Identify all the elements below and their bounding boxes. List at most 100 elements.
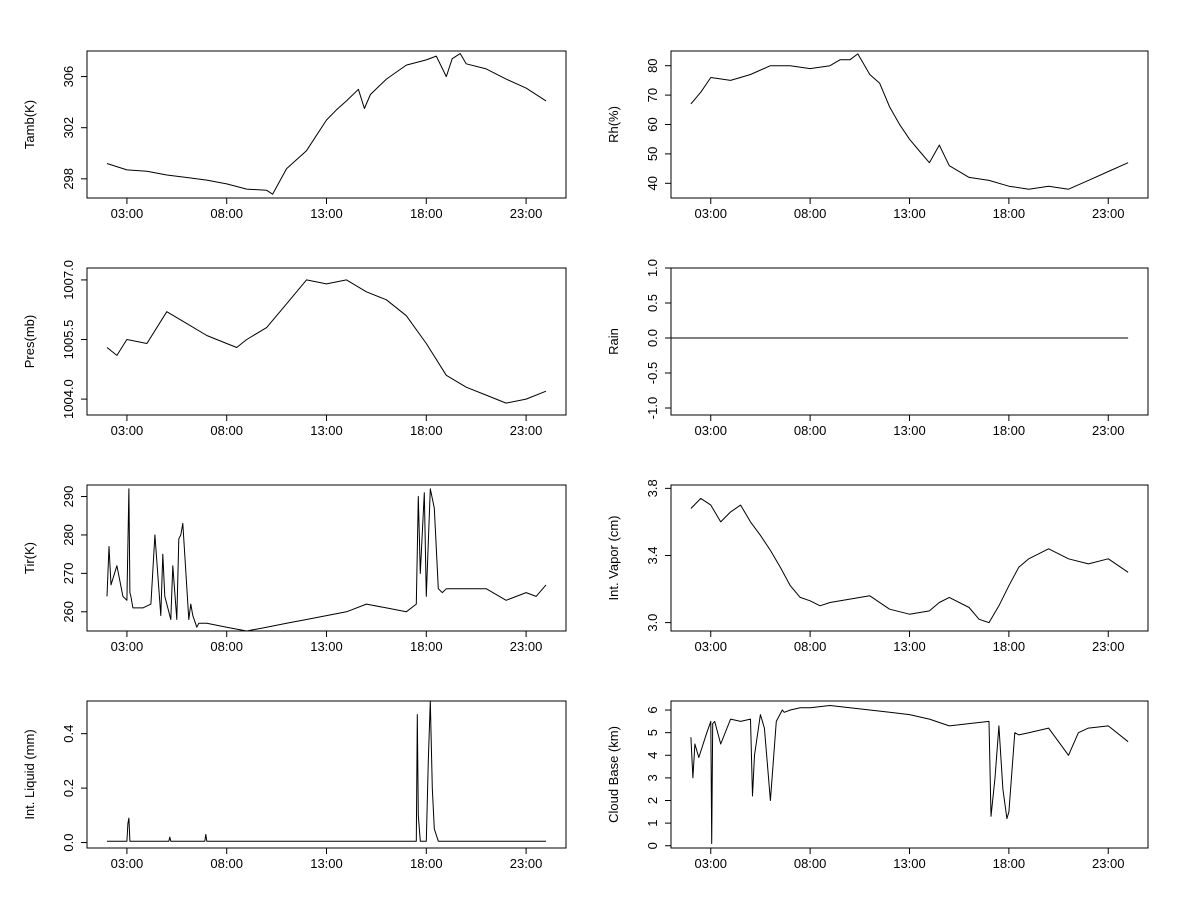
y-tick-label: 270 (61, 563, 76, 585)
y-tick-label: 3.0 (645, 614, 660, 632)
panel-7: 03:00 08:00 13:00 18:00 23:00 0.0 0.2 0.4 Int. L… (22, 700, 567, 871)
panel-1: 03:00 08:00 13:00 18:00 23:00 298 302 306 Tamb(K… (22, 50, 567, 221)
x-tick-label: 13:00 (310, 423, 343, 438)
x-tick-label: 23:00 (510, 206, 543, 221)
y-tick-label: 5 (645, 729, 660, 736)
x-tick-label: 18:00 (410, 856, 443, 871)
plot-frame (86, 484, 567, 632)
y-axis-label: Tamb(K) (22, 100, 37, 149)
y-tick-label: 280 (61, 524, 76, 546)
plot-frame (670, 700, 1149, 849)
panel-6: 03:00 08:00 13:00 18:00 23:00 3.0 3.4 3.8 Int. V… (606, 479, 1149, 654)
y-tick-label: 3 (645, 774, 660, 781)
x-tick-label: 18:00 (410, 639, 443, 654)
y-tick-label: 1 (645, 820, 660, 827)
x-tick-label: 23:00 (1092, 423, 1125, 438)
plot-frame (670, 267, 1149, 416)
y-tick-label: 290 (61, 486, 76, 508)
y-tick-label: 0.0 (645, 329, 660, 347)
x-tick-label: 23:00 (510, 856, 543, 871)
series-line (106, 488, 547, 632)
x-tick-label: 08:00 (794, 639, 827, 654)
x-tick-label: 03:00 (111, 856, 144, 871)
series-line (106, 53, 547, 195)
x-tick-label: 03:00 (694, 423, 727, 438)
y-tick-label: 306 (61, 66, 76, 88)
x-tick-label: 18:00 (410, 423, 443, 438)
x-tick-label: 18:00 (993, 856, 1026, 871)
x-tick-label: 03:00 (694, 206, 727, 221)
x-tick-label: 18:00 (993, 639, 1026, 654)
x-tick-label: 03:00 (111, 639, 144, 654)
x-tick-label: 18:00 (410, 206, 443, 221)
x-tick-label: 23:00 (1092, 639, 1125, 654)
y-tick-label: 40 (645, 176, 660, 190)
y-tick-label: 60 (645, 117, 660, 131)
y-tick-label: 1007.0 (61, 260, 76, 300)
x-tick-label: 08:00 (794, 423, 827, 438)
y-axis-label: Pres(mb) (22, 315, 37, 368)
x-tick-label: 13:00 (310, 856, 343, 871)
y-tick-label: 4 (645, 752, 660, 759)
x-tick-label: 23:00 (1092, 206, 1125, 221)
y-tick-label: -0.5 (645, 362, 660, 384)
y-axis-label: Cloud Base (km) (606, 726, 621, 823)
x-tick-label: 08:00 (210, 206, 243, 221)
x-tick-label: 03:00 (694, 856, 727, 871)
x-tick-label: 08:00 (794, 856, 827, 871)
x-tick-label: 13:00 (310, 639, 343, 654)
y-axis-label: Tir(K) (22, 542, 37, 574)
y-tick-label: 1.0 (645, 259, 660, 277)
plot-frame (86, 267, 567, 416)
y-axis-label: Rain (606, 328, 621, 355)
y-tick-label: 1005.5 (61, 320, 76, 360)
y-tick-label: 3.8 (645, 479, 660, 497)
x-tick-label: 13:00 (310, 206, 343, 221)
y-tick-label: 298 (61, 168, 76, 190)
x-tick-label: 03:00 (111, 206, 144, 221)
x-tick-label: 13:00 (893, 639, 926, 654)
series-line (106, 279, 547, 404)
y-tick-label: 302 (61, 117, 76, 139)
plot-frame (670, 484, 1149, 632)
y-axis-label: Rh(%) (606, 106, 621, 143)
x-tick-label: 23:00 (510, 423, 543, 438)
y-tick-label: 0.0 (61, 834, 76, 852)
y-axis-label: Int. Vapor (cm) (606, 515, 621, 600)
series-line (690, 53, 1129, 190)
y-tick-label: 0.2 (61, 779, 76, 797)
series-line (107, 700, 546, 842)
series-line (690, 497, 1129, 624)
x-tick-label: 03:00 (111, 423, 144, 438)
y-tick-label: 80 (645, 58, 660, 72)
y-tick-label: 260 (61, 601, 76, 623)
x-tick-label: 13:00 (893, 423, 926, 438)
y-tick-label: 70 (645, 88, 660, 102)
y-tick-label: -1.0 (645, 397, 660, 419)
y-tick-label: 50 (645, 147, 660, 161)
x-tick-label: 08:00 (210, 423, 243, 438)
x-tick-label: 03:00 (694, 639, 727, 654)
panel-8: 03:00 08:00 13:00 18:00 23:00 0 1 2 3 4 5 6 Cloud Ba… (606, 700, 1149, 871)
y-tick-label: 6 (645, 706, 660, 713)
y-tick-label: 3.4 (645, 546, 660, 564)
y-tick-label: 0.5 (645, 294, 660, 312)
series-line (690, 705, 1129, 844)
y-axis-label: Int. Liquid (mm) (22, 729, 37, 819)
x-tick-label: 18:00 (993, 423, 1026, 438)
panel-5: 03:00 08:00 13:00 18:00 23:00 260 270 280 290 Tir… (22, 484, 567, 654)
x-tick-label: 08:00 (794, 206, 827, 221)
x-tick-label: 13:00 (893, 856, 926, 871)
x-tick-label: 23:00 (510, 639, 543, 654)
y-tick-label: 2 (645, 797, 660, 804)
panel-3: 03:00 08:00 13:00 18:00 23:00 1004.0 1005.5 100… (22, 260, 567, 438)
x-tick-label: 13:00 (893, 206, 926, 221)
x-tick-label: 08:00 (210, 856, 243, 871)
y-tick-label: 1004.0 (61, 379, 76, 419)
y-tick-label: 0.4 (61, 725, 76, 743)
x-tick-label: 08:00 (210, 639, 243, 654)
x-tick-label: 23:00 (1092, 856, 1125, 871)
panel-4: 03:00 08:00 13:00 18:00 23:00 -1.0 -0.5 0.0 0.5 1… (606, 259, 1149, 438)
plot-frame (86, 700, 567, 849)
